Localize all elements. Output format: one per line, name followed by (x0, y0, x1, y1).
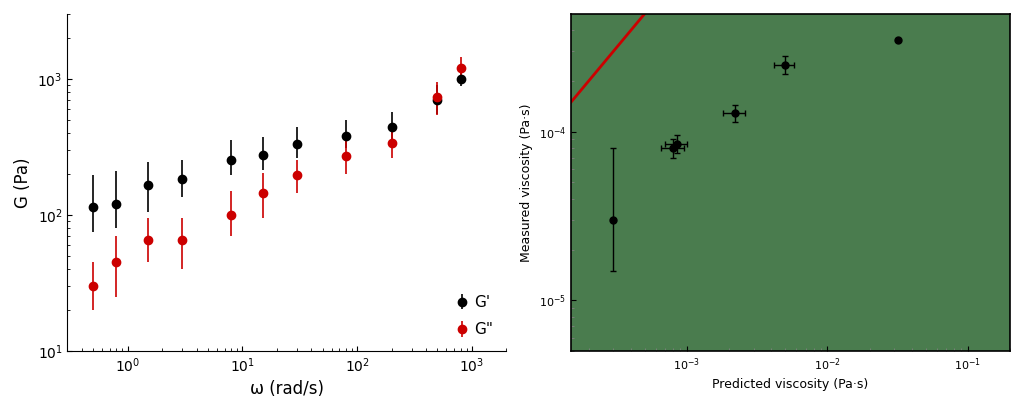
Y-axis label: G (Pa): G (Pa) (14, 157, 32, 208)
X-axis label: Predicted viscosity (Pa·s): Predicted viscosity (Pa·s) (713, 378, 868, 391)
Y-axis label: Measured viscosity (Pa·s): Measured viscosity (Pa·s) (520, 103, 534, 262)
X-axis label: ω (rad/s): ω (rad/s) (250, 380, 324, 398)
Legend: G', G": G', G" (453, 289, 499, 344)
